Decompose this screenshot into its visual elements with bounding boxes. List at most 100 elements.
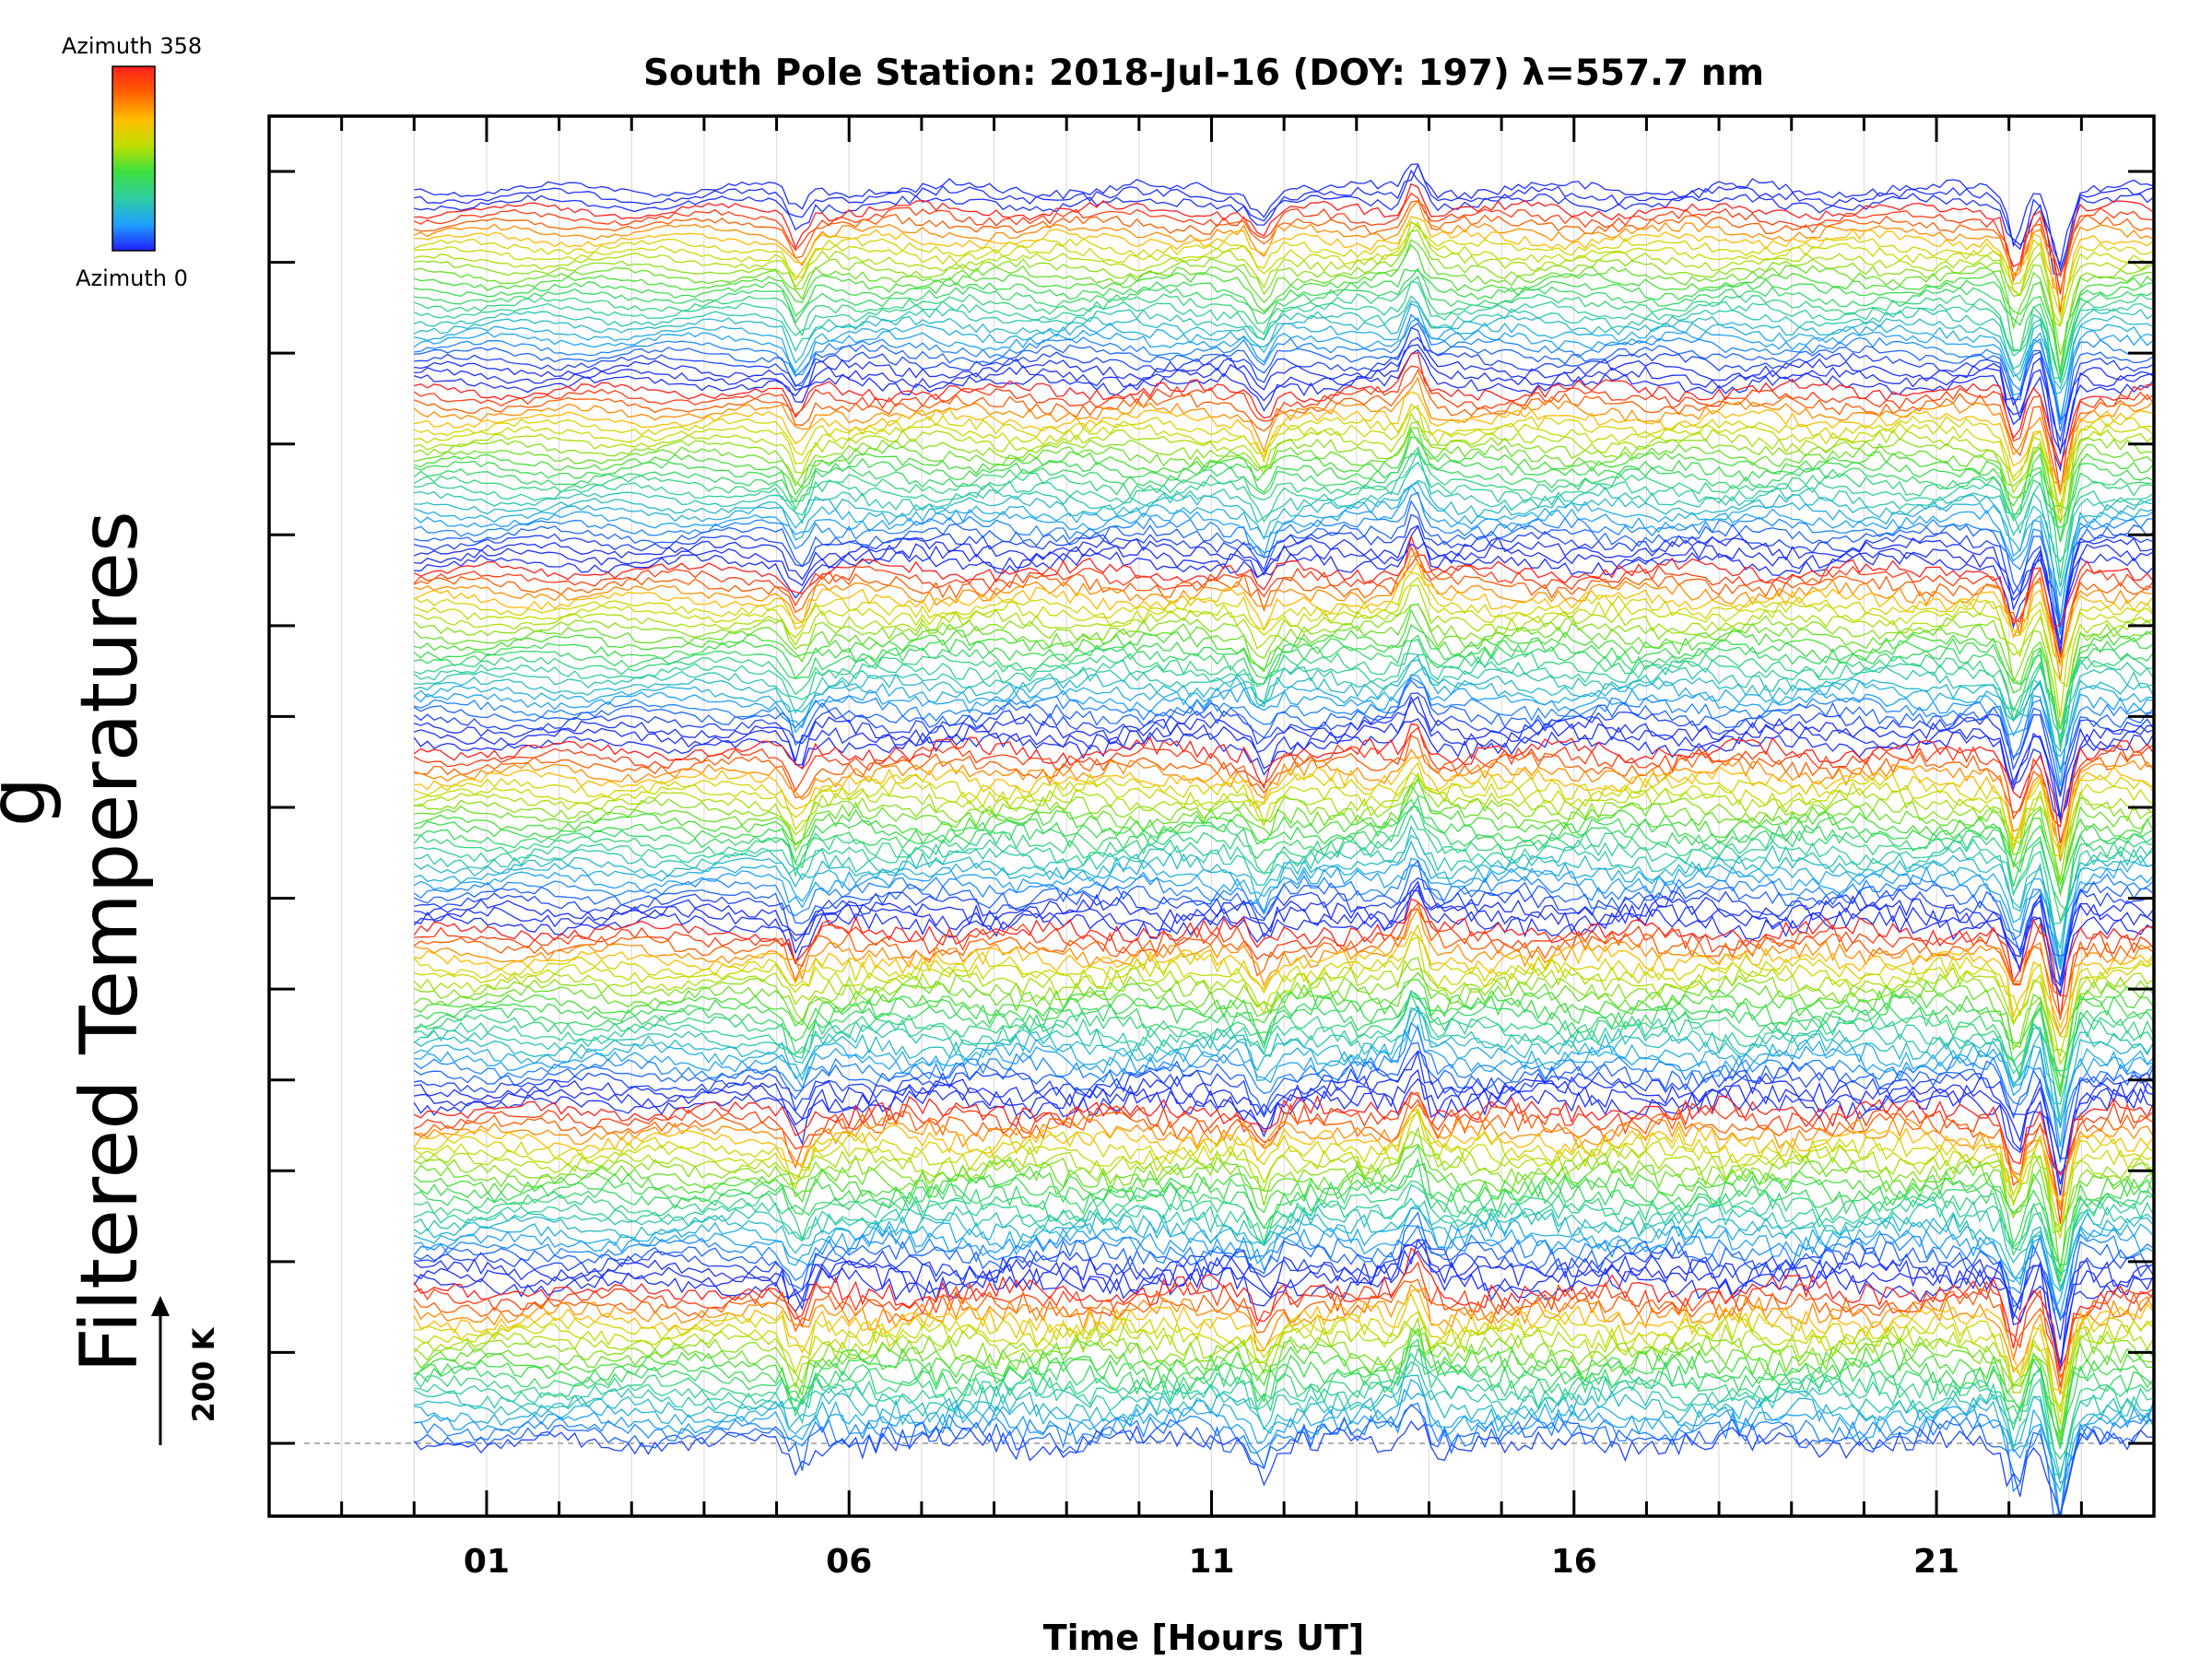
series-line xyxy=(413,1197,2154,1276)
chart-title: South Pole Station: 2018-Jul-16 (DOY: 19… xyxy=(643,53,1764,94)
series-line xyxy=(413,603,2154,744)
series-line xyxy=(413,1326,2154,1441)
series-line xyxy=(414,524,2154,656)
y-axis-label-partial: g xyxy=(0,777,64,828)
series-line xyxy=(413,1143,2154,1277)
series-line xyxy=(414,541,2154,645)
series-line xyxy=(413,889,2154,994)
series-line xyxy=(414,182,2154,295)
series-line xyxy=(413,971,2154,1093)
series-line xyxy=(413,1250,2154,1371)
series-line xyxy=(414,884,2154,987)
series-line xyxy=(414,479,2154,597)
series-line xyxy=(414,302,2154,395)
series-line xyxy=(414,659,2154,753)
series-line xyxy=(413,604,2154,731)
series-line xyxy=(414,295,2154,391)
colorbar xyxy=(112,65,156,252)
series-line xyxy=(414,1157,2154,1266)
series-line xyxy=(414,534,2154,629)
series-line xyxy=(414,216,2154,308)
axes xyxy=(267,114,2156,1518)
series-line xyxy=(413,1041,2154,1160)
series-line xyxy=(413,484,2154,621)
series-line xyxy=(414,584,2154,688)
series-line xyxy=(414,696,2154,818)
series-line xyxy=(414,779,2154,880)
series-line xyxy=(413,1360,2154,1476)
series-line xyxy=(414,267,2154,383)
series-line xyxy=(414,877,2154,981)
series-line xyxy=(414,428,2154,543)
series-line xyxy=(413,674,2154,787)
series-line xyxy=(413,376,2154,488)
series-line xyxy=(413,1327,2154,1434)
series-line xyxy=(414,1374,2154,1493)
series-line xyxy=(414,771,2154,896)
series-line xyxy=(414,638,2154,743)
series-line xyxy=(413,1316,2154,1441)
series-line xyxy=(414,524,2154,651)
series-line xyxy=(414,784,2154,894)
series-line xyxy=(414,1402,2154,1516)
series-line xyxy=(414,391,2154,495)
series-line xyxy=(414,989,2154,1097)
series-line xyxy=(414,436,2154,529)
series-line xyxy=(414,1111,2154,1232)
series-line xyxy=(413,1130,2154,1230)
series-line xyxy=(414,840,2154,963)
series-line xyxy=(414,747,2154,862)
series-line xyxy=(413,571,2154,665)
series-line xyxy=(414,935,2154,1057)
series-line xyxy=(414,220,2154,327)
series-line xyxy=(414,576,2154,718)
series-line xyxy=(414,756,2154,853)
series-line xyxy=(413,959,2154,1066)
series-line xyxy=(414,1338,2154,1450)
x-axis-label: Time [Hours UT] xyxy=(1043,1618,1365,1658)
series-line xyxy=(414,221,2154,327)
series-line xyxy=(414,1239,2154,1340)
series-line xyxy=(414,1023,2154,1127)
series-line xyxy=(414,1007,2154,1147)
series-line xyxy=(414,695,2154,824)
series-line xyxy=(414,608,2154,730)
series-line xyxy=(414,1099,2154,1224)
series-line xyxy=(413,1283,2154,1395)
series-line xyxy=(414,313,2154,432)
series-line xyxy=(414,814,2154,924)
x-tick-label: 11 xyxy=(1188,1543,1234,1581)
series-line xyxy=(413,806,2154,913)
series-line xyxy=(414,221,2154,319)
series-line xyxy=(413,857,2154,971)
series-line xyxy=(413,1006,2154,1105)
series-line xyxy=(414,908,2154,997)
series-line xyxy=(414,559,2154,667)
series-line xyxy=(414,677,2154,771)
x-tick-label: 21 xyxy=(1913,1543,1959,1581)
series-line xyxy=(414,268,2154,376)
series-line xyxy=(414,546,2154,660)
series-line xyxy=(414,990,2154,1120)
series-line xyxy=(414,1211,2154,1321)
series-line xyxy=(414,1183,2154,1290)
scale-label: 200 K xyxy=(186,1326,221,1422)
series-line xyxy=(413,453,2154,580)
x-tick-labels: 01 06 11 16 21 xyxy=(464,1543,1959,1581)
series-line xyxy=(414,348,2154,472)
y-axis-label: Filtered Temperatures xyxy=(64,511,156,1373)
x-tick-label: 16 xyxy=(1551,1543,1597,1581)
series-line xyxy=(414,369,2154,495)
series-line xyxy=(414,163,2154,266)
series-line xyxy=(413,1347,2154,1479)
series-lines xyxy=(413,163,2154,1516)
series-line xyxy=(414,761,2154,855)
series-line xyxy=(414,1068,2154,1185)
series-line xyxy=(414,449,2154,563)
series-line xyxy=(414,427,2154,511)
series-line xyxy=(414,907,2154,1037)
series-line xyxy=(414,1378,2154,1485)
series-line xyxy=(414,199,2154,290)
series-line xyxy=(414,344,2154,453)
series-line xyxy=(414,735,2154,851)
